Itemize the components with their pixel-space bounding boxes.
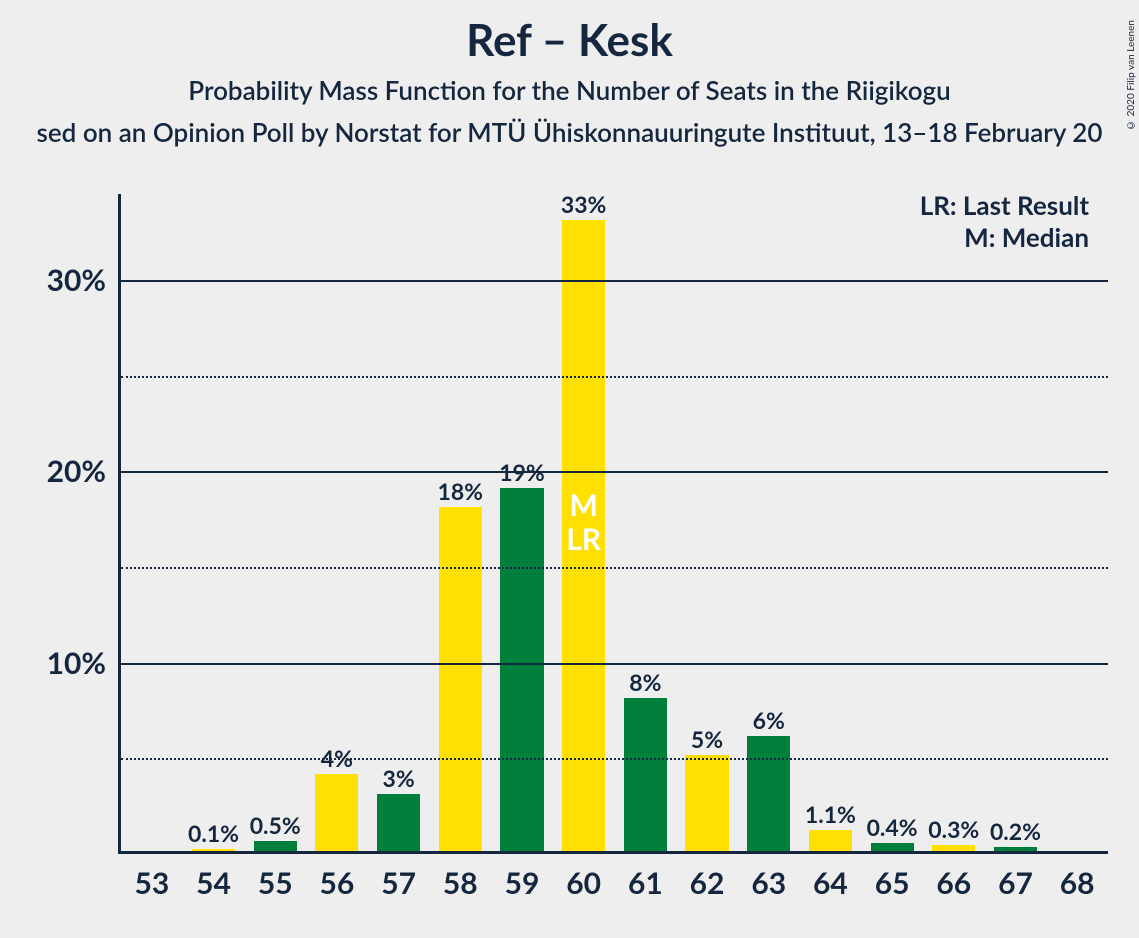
bar-slot: 6%63 [738,194,800,851]
bar-value-label: 0.5% [250,811,301,839]
x-tick-label: 61 [628,865,663,901]
x-tick-label: 55 [258,865,293,901]
copyright-text: © 2020 Filip van Leenen [1125,20,1137,131]
y-tick-label: 10% [47,645,106,681]
x-tick-label: 53 [134,865,169,901]
bar: 3% [377,794,420,851]
bar-slot: 0.5%55 [244,194,306,851]
x-tick-label: 67 [998,865,1033,901]
x-tick-label: 64 [813,865,848,901]
x-tick-label: 68 [1060,865,1095,901]
chart-subtitle: Probability Mass Function for the Number… [0,74,1139,106]
x-tick-label: 62 [690,865,725,901]
bar-value-label: 0.2% [990,817,1041,845]
chart-title: Ref – Kesk [0,14,1139,66]
gridline-major [121,471,1108,473]
x-tick-label: 60 [566,865,601,901]
bar-slot: 0.1%54 [183,194,245,851]
bar-slot: 1.1%64 [800,194,862,851]
bar-value-label: 0.4% [867,813,918,841]
bar-slot: 8%61 [615,194,677,851]
bar: 18% [439,507,482,851]
bar-slot: 0%53 [121,194,183,851]
bar: 0.5% [254,841,297,851]
bar-value-label: 1.1% [805,800,856,828]
bar-slot: 33%MLR60 [553,194,615,851]
bar-value-label: 0.3% [928,815,979,843]
bar-value-label: 5% [691,725,723,753]
bar: 0.3% [932,845,975,851]
gridline-minor [121,758,1108,760]
y-tick-label: 30% [47,262,106,298]
bar: 5% [685,755,728,851]
chart-caption: sed on an Opinion Poll by Norstat for MT… [0,116,1139,148]
bar: 4% [315,774,358,851]
bar-annotation: MLR [566,488,601,557]
bar-value-label: 0.1% [188,819,239,847]
bar: 8% [624,698,667,851]
bar: 6% [747,736,790,851]
x-tick-label: 59 [505,865,540,901]
x-axis [118,851,1108,854]
x-tick-label: 63 [751,865,786,901]
bar: 33%MLR [562,220,605,851]
chart-plot-area: 0%530.1%540.5%554%563%5718%5819%5933%MLR… [118,194,1108,854]
bar-value-label: 33% [561,190,607,218]
bar-value-label: 0% [1061,820,1093,848]
bar-slot: 19%59 [491,194,553,851]
bar-value-label: 0% [136,820,168,848]
bar: 1.1% [809,830,852,851]
bar: 0.4% [871,843,914,851]
gridline-major [121,280,1108,282]
bar: 0.1% [192,849,235,851]
bar-slot: 0.3%66 [923,194,985,851]
bar-slot: 0.2%67 [985,194,1047,851]
bar-value-label: 18% [438,477,484,505]
bar: 0.2% [994,847,1037,851]
bar-value-label: 8% [629,668,661,696]
bar-slot: 0%68 [1046,194,1108,851]
x-tick-label: 58 [443,865,478,901]
bars-container: 0%530.1%540.5%554%563%5718%5819%5933%MLR… [121,194,1108,851]
gridline-major [121,663,1108,665]
bar-value-label: 3% [382,764,414,792]
bar-annotation-line: M [566,488,601,523]
bar-annotation-line: LR [566,522,601,557]
gridline-minor [121,376,1108,378]
x-tick-label: 65 [875,865,910,901]
x-tick-label: 57 [381,865,416,901]
bar-slot: 3%57 [368,194,430,851]
gridline-minor [121,567,1108,569]
bar-slot: 5%62 [676,194,738,851]
bar-value-label: 6% [753,706,785,734]
x-tick-label: 66 [936,865,971,901]
x-tick-label: 56 [320,865,355,901]
bar-slot: 0.4%65 [861,194,923,851]
bar: 19% [500,488,543,851]
bar-slot: 18%58 [429,194,491,851]
bar-slot: 4%56 [306,194,368,851]
y-tick-label: 20% [47,453,106,489]
x-tick-label: 54 [196,865,231,901]
